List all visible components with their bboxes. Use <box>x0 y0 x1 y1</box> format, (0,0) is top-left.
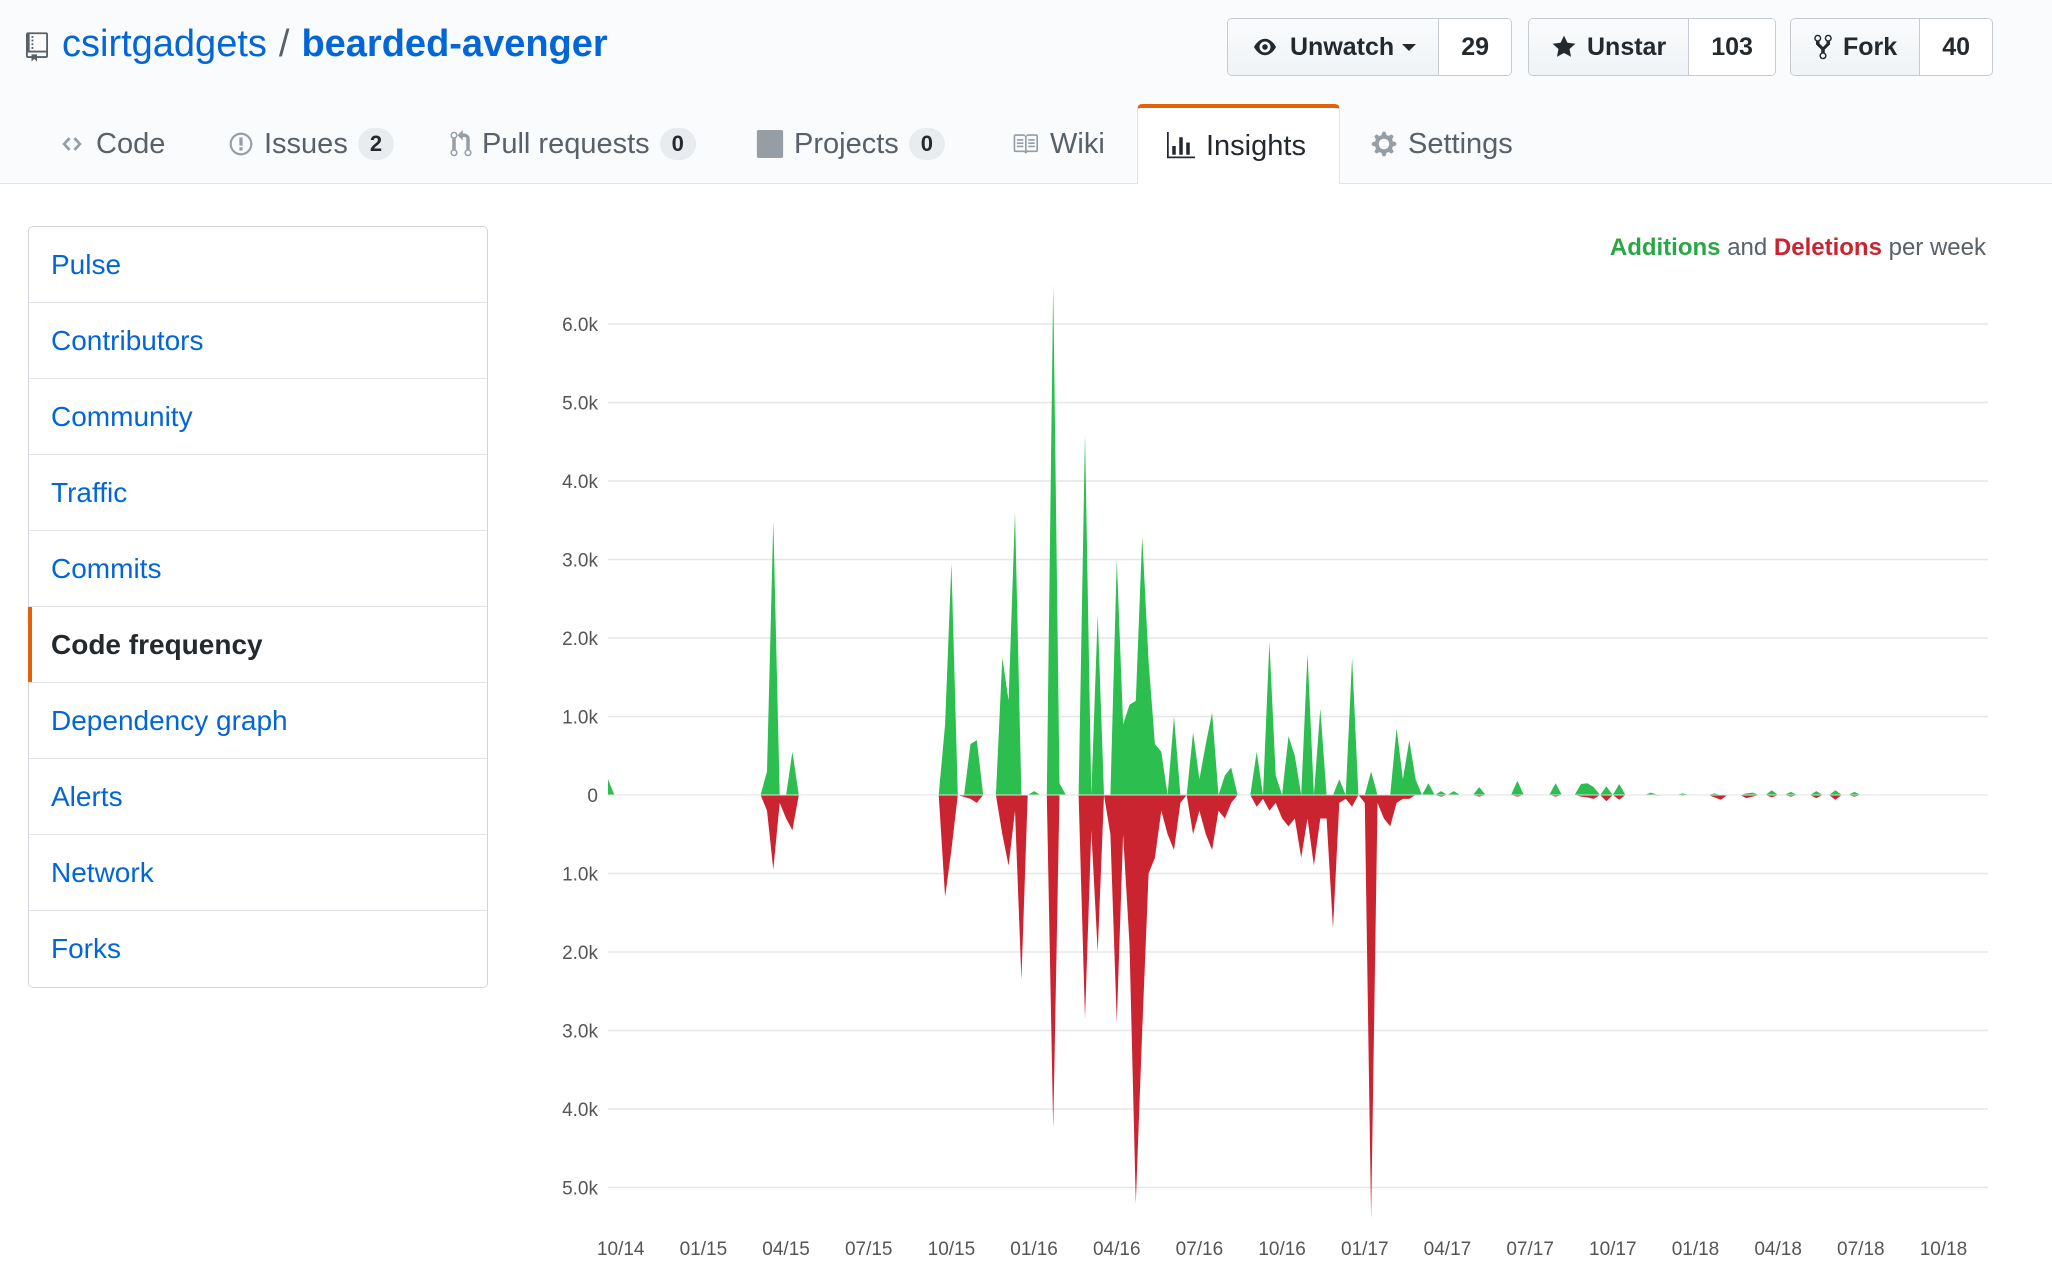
legend-additions: Additions <box>1609 234 1721 261</box>
eye-icon <box>1254 38 1276 56</box>
tab-pull-requests-label: Pull requests <box>482 127 650 160</box>
sidebar-item-contributors[interactable]: Contributors <box>29 303 487 379</box>
y-tick-label: 4.0k <box>562 472 598 493</box>
y-tick-label: 1.0k <box>562 865 598 886</box>
sidebar-item-code-frequency[interactable]: Code frequency <box>28 607 487 683</box>
additions-area <box>608 284 1861 795</box>
repo-icon <box>26 29 48 62</box>
x-tick-label: 04/18 <box>1754 1239 1802 1260</box>
star-group: Unstar 103 <box>1528 18 1776 76</box>
tab-code[interactable]: Code <box>58 104 165 184</box>
code-icon <box>62 137 82 151</box>
y-tick-label: 4.0k <box>562 1100 598 1121</box>
legend-and: and <box>1727 234 1768 261</box>
sidebar-item-traffic[interactable]: Traffic <box>29 455 487 531</box>
caret-down-icon <box>1402 44 1417 51</box>
x-tick-label: 07/16 <box>1176 1239 1224 1260</box>
project-icon <box>756 130 784 158</box>
y-tick-label: 5.0k <box>562 1179 598 1200</box>
x-tick-label: 01/17 <box>1341 1239 1389 1260</box>
tab-settings[interactable]: Settings <box>1370 104 1513 184</box>
unwatch-label: Unwatch <box>1290 32 1395 61</box>
y-tick-label: 2.0k <box>562 943 598 964</box>
fork-group: Fork 40 <box>1790 18 1993 76</box>
x-tick-label: 01/15 <box>680 1239 728 1260</box>
x-tick-label: 07/15 <box>845 1239 893 1260</box>
stargazers-count[interactable]: 103 <box>1689 19 1775 75</box>
fork-icon <box>1814 34 1832 60</box>
unstar-button[interactable]: Unstar <box>1529 19 1690 75</box>
y-tick-label: 6.0k <box>562 315 598 336</box>
tab-projects[interactable]: Projects 0 <box>756 104 946 184</box>
x-tick-label: 04/15 <box>762 1239 810 1260</box>
y-tick-label: 0 <box>587 786 598 807</box>
star-icon <box>1552 35 1576 57</box>
projects-count-badge: 0 <box>908 128 946 160</box>
fork-button[interactable]: Fork <box>1791 19 1921 75</box>
pull-request-icon <box>450 130 472 157</box>
gear-icon <box>1371 131 1397 157</box>
watch-group: Unwatch 29 <box>1227 18 1512 76</box>
tab-insights[interactable]: Insights <box>1137 104 1340 184</box>
x-tick-label: 07/17 <box>1506 1239 1554 1260</box>
y-tick-label: 2.0k <box>562 629 598 650</box>
x-tick-label: 10/17 <box>1589 1239 1637 1260</box>
pull-requests-count-badge: 0 <box>659 128 696 160</box>
y-tick-label: 3.0k <box>562 551 598 572</box>
sidebar-item-dependency-graph[interactable]: Dependency graph <box>29 683 487 759</box>
issue-icon <box>229 132 253 156</box>
x-tick-label: 01/18 <box>1672 1239 1720 1260</box>
legend-deletions: Deletions <box>1773 234 1882 261</box>
tab-settings-label: Settings <box>1408 127 1513 160</box>
x-tick-label: 10/18 <box>1920 1239 1968 1260</box>
tab-pull-requests[interactable]: Pull requests 0 <box>450 104 696 184</box>
sidebar-item-alerts[interactable]: Alerts <box>29 759 487 835</box>
x-tick-label: 01/16 <box>1010 1239 1058 1260</box>
tab-code-label: Code <box>96 127 166 160</box>
tab-issues[interactable]: Issues 2 <box>228 104 395 184</box>
repo-separator: / <box>278 22 290 65</box>
repo-header: csirtgadgets / bearded-avenger Unwatch 2… <box>0 0 2052 184</box>
tab-wiki-label: Wiki <box>1050 127 1105 160</box>
code-frequency-chart: 6.0k 5.0k 4.0k 3.0k 2.0k 1.0k 0 1.0k 2.0k 3.0k 4.0… <box>562 284 1988 1260</box>
deletions-area <box>608 795 1861 1219</box>
watchers-count[interactable]: 29 <box>1439 19 1511 75</box>
tab-insights-label: Insights <box>1206 129 1306 162</box>
y-tick-label: 1.0k <box>562 708 598 729</box>
tab-issues-label: Issues <box>264 127 348 160</box>
sidebar-item-commits[interactable]: Commits <box>29 531 487 607</box>
graph-icon <box>1167 132 1195 159</box>
repo-owner-link[interactable]: csirtgadgets <box>62 22 267 65</box>
y-tick-label: 5.0k <box>562 394 598 415</box>
unstar-label: Unstar <box>1587 32 1667 61</box>
x-tick-label: 10/15 <box>928 1239 976 1260</box>
x-tick-label: 07/18 <box>1837 1239 1885 1260</box>
x-tick-label: 10/14 <box>597 1239 645 1260</box>
x-tick-label: 10/16 <box>1258 1239 1306 1260</box>
sidebar-item-pulse[interactable]: Pulse <box>29 227 487 303</box>
y-tick-label: 3.0k <box>562 1022 598 1043</box>
x-tick-label: 04/17 <box>1424 1239 1472 1260</box>
chart-legend: Additions and Deletions per week <box>1610 234 1986 262</box>
repo-nav-tabs: Code Issues 2 Pull requests 0 Projects 0… <box>0 104 2052 184</box>
book-icon <box>1013 134 1038 154</box>
legend-suffix: per week <box>1888 234 1986 261</box>
issues-count-badge: 2 <box>357 128 395 160</box>
sidebar-item-forks[interactable]: Forks <box>51 933 121 964</box>
repo-title: csirtgadgets / bearded-avenger <box>26 18 608 70</box>
fork-label: Fork <box>1843 32 1898 61</box>
forks-count[interactable]: 40 <box>1920 19 1992 75</box>
sidebar-item-community[interactable]: Community <box>29 379 487 455</box>
tab-projects-label: Projects <box>794 127 899 160</box>
x-tick-label: 04/16 <box>1093 1239 1141 1260</box>
insights-sidebar: Pulse Contributors Community Traffic Com… <box>28 226 488 988</box>
sidebar-item-network[interactable]: Network <box>29 835 487 911</box>
unwatch-button[interactable]: Unwatch <box>1228 19 1440 75</box>
tab-wiki[interactable]: Wiki <box>1010 104 1105 184</box>
repo-name-link[interactable]: bearded-avenger <box>301 22 608 65</box>
